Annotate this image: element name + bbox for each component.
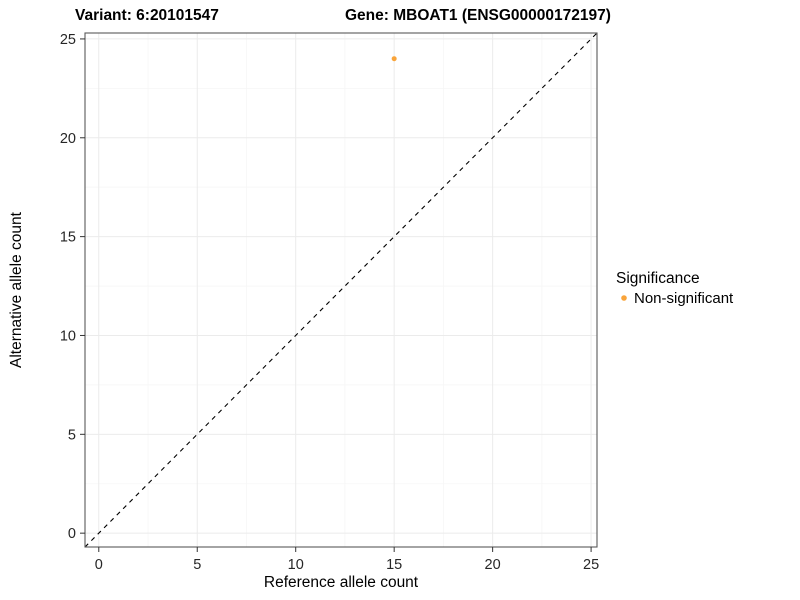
y-tick-label: 25 [60, 32, 76, 48]
legend-title: Significance [616, 270, 700, 287]
x-tick-label: 20 [485, 557, 501, 573]
plot-panel: 0 5 10 15 20 25 0 5 10 15 20 25 [60, 32, 599, 573]
x-tick-label: 15 [386, 557, 402, 573]
y-tick-label: 10 [60, 328, 76, 344]
plot-title-gene: Gene: MBOAT1 (ENSG00000172197) [345, 7, 611, 24]
panel-border [84, 32, 598, 548]
y-tick-label: 5 [68, 427, 76, 443]
x-tick-label: 0 [95, 557, 103, 573]
legend-item-label: Non-significant [634, 290, 734, 307]
data-point [391, 56, 397, 62]
x-tick-label: 5 [193, 557, 201, 573]
x-tick-label: 25 [583, 557, 599, 573]
y-tick-label: 15 [60, 230, 76, 246]
x-axis-label: Reference allele count [264, 574, 419, 591]
legend-point-icon [621, 295, 627, 301]
x-tick-label: 10 [288, 557, 304, 573]
legend: Significance Non-significant [616, 270, 734, 307]
y-tick-label: 0 [68, 526, 76, 542]
y-tick-label: 20 [60, 131, 76, 147]
identity-line [84, 32, 598, 548]
y-axis-label: Alternative allele count [8, 211, 25, 368]
plot-title-variant: Variant: 6:20101547 [75, 7, 219, 24]
